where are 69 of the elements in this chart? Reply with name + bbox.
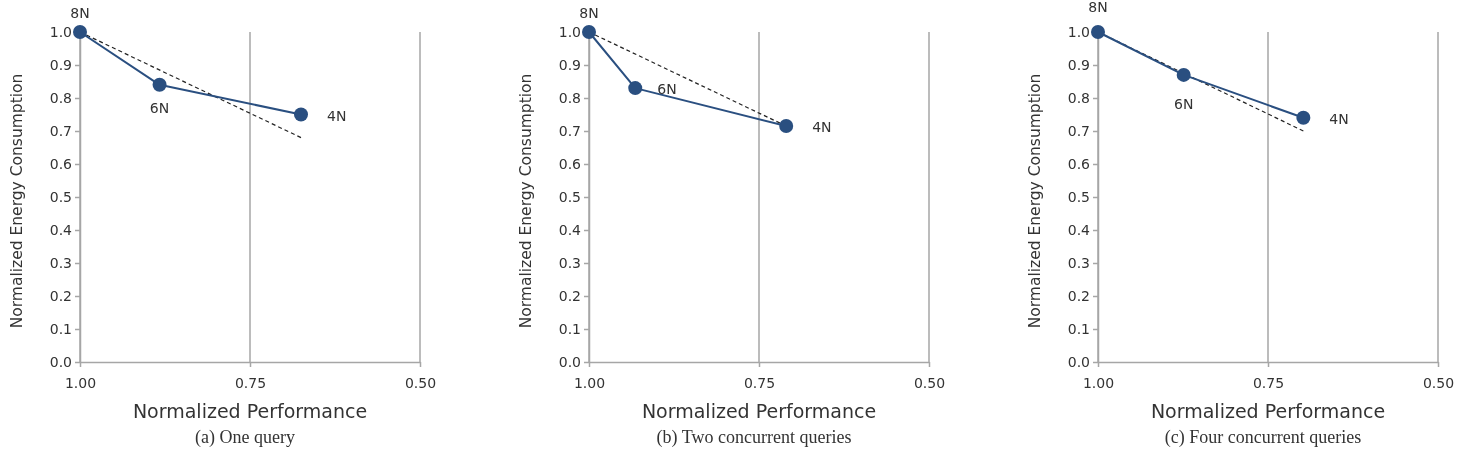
x-tick-label: 0.50 bbox=[404, 375, 437, 392]
text: (b) Two concurrent queries bbox=[656, 427, 852, 448]
y-tick-label: 1.0 bbox=[49, 23, 72, 40]
point bbox=[1091, 25, 1105, 39]
y-tick-label: 0.3 bbox=[1067, 254, 1090, 271]
y-tick-label: 0.0 bbox=[558, 353, 581, 370]
y-tick-label: 0.4 bbox=[558, 221, 582, 238]
annotation: 4N bbox=[812, 119, 832, 136]
y-axis-title: Normalized Energy Consumption bbox=[1026, 73, 1044, 329]
y-tick-label: 0.9 bbox=[558, 56, 581, 73]
point bbox=[1296, 110, 1311, 125]
annotation: 8N bbox=[579, 5, 599, 21]
y-tick-label: 0.9 bbox=[1067, 56, 1090, 73]
y-tick-label: 0.8 bbox=[49, 89, 72, 106]
y-tick-label: 0.2 bbox=[49, 287, 72, 304]
y-tick-label: 0.1 bbox=[1067, 320, 1090, 337]
point bbox=[294, 107, 308, 122]
y-tick-label: 0.5 bbox=[49, 188, 72, 205]
y-tick-label: 0.8 bbox=[558, 89, 581, 106]
annotation: 8N bbox=[70, 5, 90, 21]
point bbox=[628, 81, 643, 96]
y-tick-label: 0.2 bbox=[558, 287, 581, 304]
y-tick-label: 0.1 bbox=[49, 320, 72, 337]
x-axis-title: Normalized Performance bbox=[641, 400, 877, 422]
x-tick-label: 0.75 bbox=[1252, 375, 1285, 392]
y-tick-label: 0.2 bbox=[1067, 287, 1090, 304]
x-tick-label: 1.00 bbox=[1082, 375, 1115, 392]
annotation: 6N bbox=[1173, 95, 1194, 112]
y-axis-title: Normalized Energy Consumption bbox=[8, 73, 26, 329]
y-tick-label: 0.6 bbox=[49, 155, 73, 172]
y-tick-label: 0.6 bbox=[558, 155, 582, 172]
y-tick-label: 0.0 bbox=[49, 353, 72, 370]
point bbox=[73, 25, 87, 39]
point bbox=[582, 25, 596, 39]
x-tick-label: 0.50 bbox=[1422, 375, 1455, 392]
y-tick-label: 0.3 bbox=[49, 254, 72, 271]
text: (a) One query bbox=[195, 427, 295, 448]
y-tick-label: 0.4 bbox=[1067, 221, 1091, 238]
text: (c) Four concurrent queries bbox=[1164, 427, 1362, 448]
y-tick-label: 0.6 bbox=[1067, 155, 1091, 172]
x-tick-label: 0.50 bbox=[913, 375, 946, 392]
y-tick-label: 1.0 bbox=[1067, 23, 1090, 40]
y-tick-label: 0.8 bbox=[1067, 89, 1090, 106]
point bbox=[152, 77, 167, 92]
y-tick-label: 1.0 bbox=[558, 23, 581, 40]
x-axis-title: Normalized Performance bbox=[1150, 400, 1386, 422]
x-axis-title: Normalized Performance bbox=[132, 400, 368, 422]
y-tick-label: 0.7 bbox=[1067, 122, 1090, 139]
y-tick-label: 0.7 bbox=[558, 122, 581, 139]
y-tick-label: 0.7 bbox=[49, 122, 72, 139]
x-tick-label: 0.75 bbox=[743, 375, 776, 392]
x-tick-label: 1.00 bbox=[64, 375, 97, 392]
annotation: 4N bbox=[1329, 110, 1349, 127]
point bbox=[779, 119, 794, 134]
y-axis-title: Normalized Energy Consumption bbox=[517, 73, 535, 329]
annotation: 8N bbox=[1088, 0, 1108, 15]
annotation: 6N bbox=[657, 81, 677, 98]
y-tick-label: 0.5 bbox=[1067, 188, 1090, 205]
annotation: 6N bbox=[149, 99, 170, 116]
y-tick-label: 0.0 bbox=[1067, 353, 1090, 370]
y-tick-label: 0.4 bbox=[49, 221, 73, 238]
y-tick-label: 0.5 bbox=[558, 188, 581, 205]
y-tick-label: 0.9 bbox=[49, 56, 72, 73]
x-tick-label: 0.75 bbox=[234, 375, 267, 392]
x-tick-label: 1.00 bbox=[573, 375, 606, 392]
annotation: 4N bbox=[327, 107, 347, 124]
y-tick-label: 0.3 bbox=[558, 254, 581, 271]
point bbox=[1176, 67, 1191, 82]
y-tick-label: 0.1 bbox=[558, 320, 581, 337]
